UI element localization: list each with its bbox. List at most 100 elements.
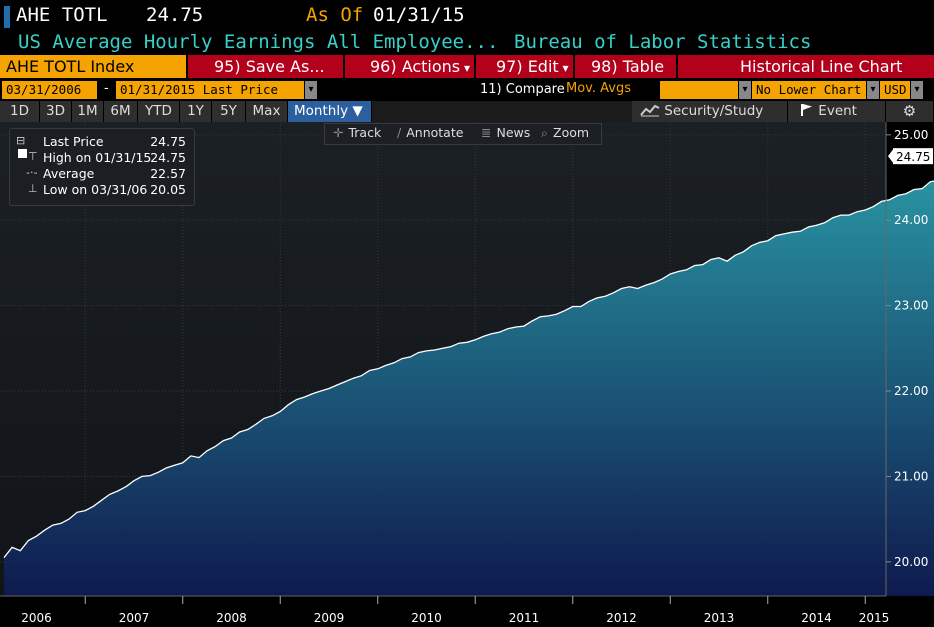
edit-menu[interactable]: 97) Edit: [496, 55, 569, 78]
news-label: News: [496, 125, 531, 140]
actions-menu[interactable]: 96) Actions: [370, 55, 470, 78]
track-label: Track: [348, 125, 382, 140]
period-6m[interactable]: 6M: [104, 101, 138, 122]
currency-dropdown-icon[interactable]: ▾: [911, 81, 923, 99]
security-description: US Average Hourly Earnings All Employee.…: [18, 31, 499, 53]
period-1m[interactable]: 1M: [72, 101, 104, 122]
chart-tools-bar: ✛ Track ∕ Annotate ≣ News ⌕ Zoom: [324, 123, 602, 145]
legend-low-label: Low on 03/31/06: [43, 182, 148, 197]
frequency-dropdown[interactable]: Monthly ▼: [288, 101, 372, 122]
last-price: 24.75: [146, 4, 204, 26]
collapse-icon[interactable]: ⊟: [16, 134, 30, 160]
actions-label: 96) Actions: [370, 57, 461, 76]
legend-average-value: 22.57: [150, 166, 186, 181]
date-range-row: 03/31/2006 - 01/31/2015 Last Price ▾ 11)…: [0, 81, 934, 99]
lower-chart-field[interactable]: No Lower Chart: [752, 81, 866, 99]
event-button[interactable]: Event: [788, 101, 886, 122]
end-date-dropdown-icon[interactable]: ▾: [305, 81, 317, 99]
legend-last-price: ⊟ Last Price 24.75: [10, 134, 194, 158]
x-tick-label: 2015: [859, 611, 890, 625]
period-5y[interactable]: 5Y: [212, 101, 246, 122]
study-chart-icon: [640, 104, 660, 117]
menu-divider: [676, 55, 678, 78]
menu-divider: [573, 55, 575, 78]
as-of-label: As Of: [306, 4, 364, 26]
annotate-label: Annotate: [406, 125, 464, 140]
security-study-button[interactable]: Security/Study: [632, 101, 788, 122]
legend-high: ⊤ High on 01/31/15 24.75: [10, 150, 194, 166]
mov-avgs-field[interactable]: [660, 81, 738, 99]
legend-last-price-value: 24.75: [150, 134, 186, 149]
mov-avgs-selector[interactable]: Mov. Avgs: [566, 81, 631, 96]
legend-last-price-label: Last Price: [43, 134, 104, 149]
flag-icon: [801, 104, 812, 116]
security-header: AHE TOTL 24.75 As Of 01/31/15: [0, 0, 934, 30]
start-date-field[interactable]: 03/31/2006: [2, 81, 97, 99]
legend-high-value: 24.75: [150, 150, 186, 165]
legend-high-label: High on 01/31/15: [43, 150, 152, 165]
legend-box[interactable]: ⊟ Last Price 24.75 ⊤ High on 01/31/15 24…: [9, 128, 195, 206]
annotate-tool[interactable]: ∕ Annotate: [397, 125, 463, 140]
currency-field[interactable]: USD: [880, 81, 910, 99]
period-selector-bar: 1D 3D 1M 6M YTD 1Y 5Y Max Monthly ▼ Secu…: [0, 101, 934, 122]
edit-label: 97) Edit: [496, 57, 559, 76]
news-icon: ≣: [481, 125, 492, 140]
legend-low: ⊥ Low on 03/31/06 20.05: [10, 182, 194, 198]
menu-divider: [343, 55, 345, 78]
security-index-field[interactable]: AHE TOTL Index: [0, 55, 186, 78]
ticker-symbol[interactable]: AHE TOTL: [16, 4, 108, 26]
event-label: Event: [818, 103, 857, 119]
last-value-marker: 24.75: [888, 148, 933, 165]
crosshair-icon: ✛: [333, 125, 344, 140]
x-tick-label: 2010: [411, 611, 442, 625]
period-ytd[interactable]: YTD: [138, 101, 180, 122]
y-axis-ticks: 25.00 24.00 23.00 22.00 21.00 20.00: [886, 128, 928, 569]
x-tick-label: 2009: [314, 611, 345, 625]
lower-chart-dropdown-icon[interactable]: ▾: [867, 81, 879, 99]
x-axis-ticks: 2006 2007 2008 2009 2010 2011 2012 2013 2014 2015: [21, 596, 889, 625]
end-date-field[interactable]: 01/31/2015 Last Price: [116, 81, 304, 99]
y-tick-label: 24.00: [894, 213, 928, 227]
legend-low-value: 20.05: [150, 182, 186, 197]
x-tick-label: 2008: [216, 611, 247, 625]
gear-icon[interactable]: ⚙: [886, 101, 934, 122]
high-marker-icon: ⊤: [28, 150, 38, 163]
price-line: [3, 180, 934, 559]
x-tick-label: 2013: [704, 611, 735, 625]
data-source: Bureau of Labor Statistics: [514, 31, 812, 53]
frequency-label: Monthly: [294, 103, 349, 119]
legend-average: -·- Average 22.57: [10, 166, 194, 182]
mov-avgs-dropdown-icon[interactable]: ▾: [739, 81, 751, 99]
price-area: [4, 181, 934, 596]
x-tick-label: 2012: [606, 611, 637, 625]
y-tick-label: 20.00: [894, 555, 928, 569]
y-tick-label: 21.00: [894, 469, 928, 483]
x-tick-label: 2011: [509, 611, 540, 625]
chart-type-label[interactable]: Historical Line Chart: [740, 57, 903, 76]
zoom-label: Zoom: [553, 125, 590, 140]
period-1y[interactable]: 1Y: [180, 101, 212, 122]
period-3d[interactable]: 3D: [40, 101, 72, 122]
save-as-button[interactable]: 95) Save As...: [214, 57, 325, 76]
y-tick-label: 25.00: [894, 128, 928, 142]
magnifier-icon: ⌕: [541, 125, 549, 140]
period-1d[interactable]: 1D: [0, 101, 40, 122]
zoom-tool[interactable]: ⌕ Zoom: [541, 125, 589, 141]
track-tool[interactable]: ✛ Track: [333, 125, 381, 140]
function-menu-bar: AHE TOTL Index 95) Save As... 96) Action…: [0, 55, 934, 78]
menu-divider: [186, 55, 188, 78]
x-tick-label: 2006: [21, 611, 52, 625]
last-value-box: [893, 148, 933, 165]
x-tick-label: 2014: [801, 611, 832, 625]
compare-button[interactable]: 11) Compare: [480, 82, 565, 97]
news-tool[interactable]: ≣ News: [481, 125, 530, 140]
chevron-down-icon: ▼: [352, 103, 363, 119]
pencil-icon: ∕: [397, 125, 402, 140]
period-max[interactable]: Max: [246, 101, 288, 122]
menu-divider: [474, 55, 476, 78]
table-button[interactable]: 98) Table: [591, 57, 665, 76]
low-marker-icon: ⊥: [28, 182, 38, 195]
security-description-row: US Average Hourly Earnings All Employee.…: [0, 30, 934, 54]
selection-marker: [4, 6, 10, 28]
date-range-dash: -: [104, 81, 109, 96]
